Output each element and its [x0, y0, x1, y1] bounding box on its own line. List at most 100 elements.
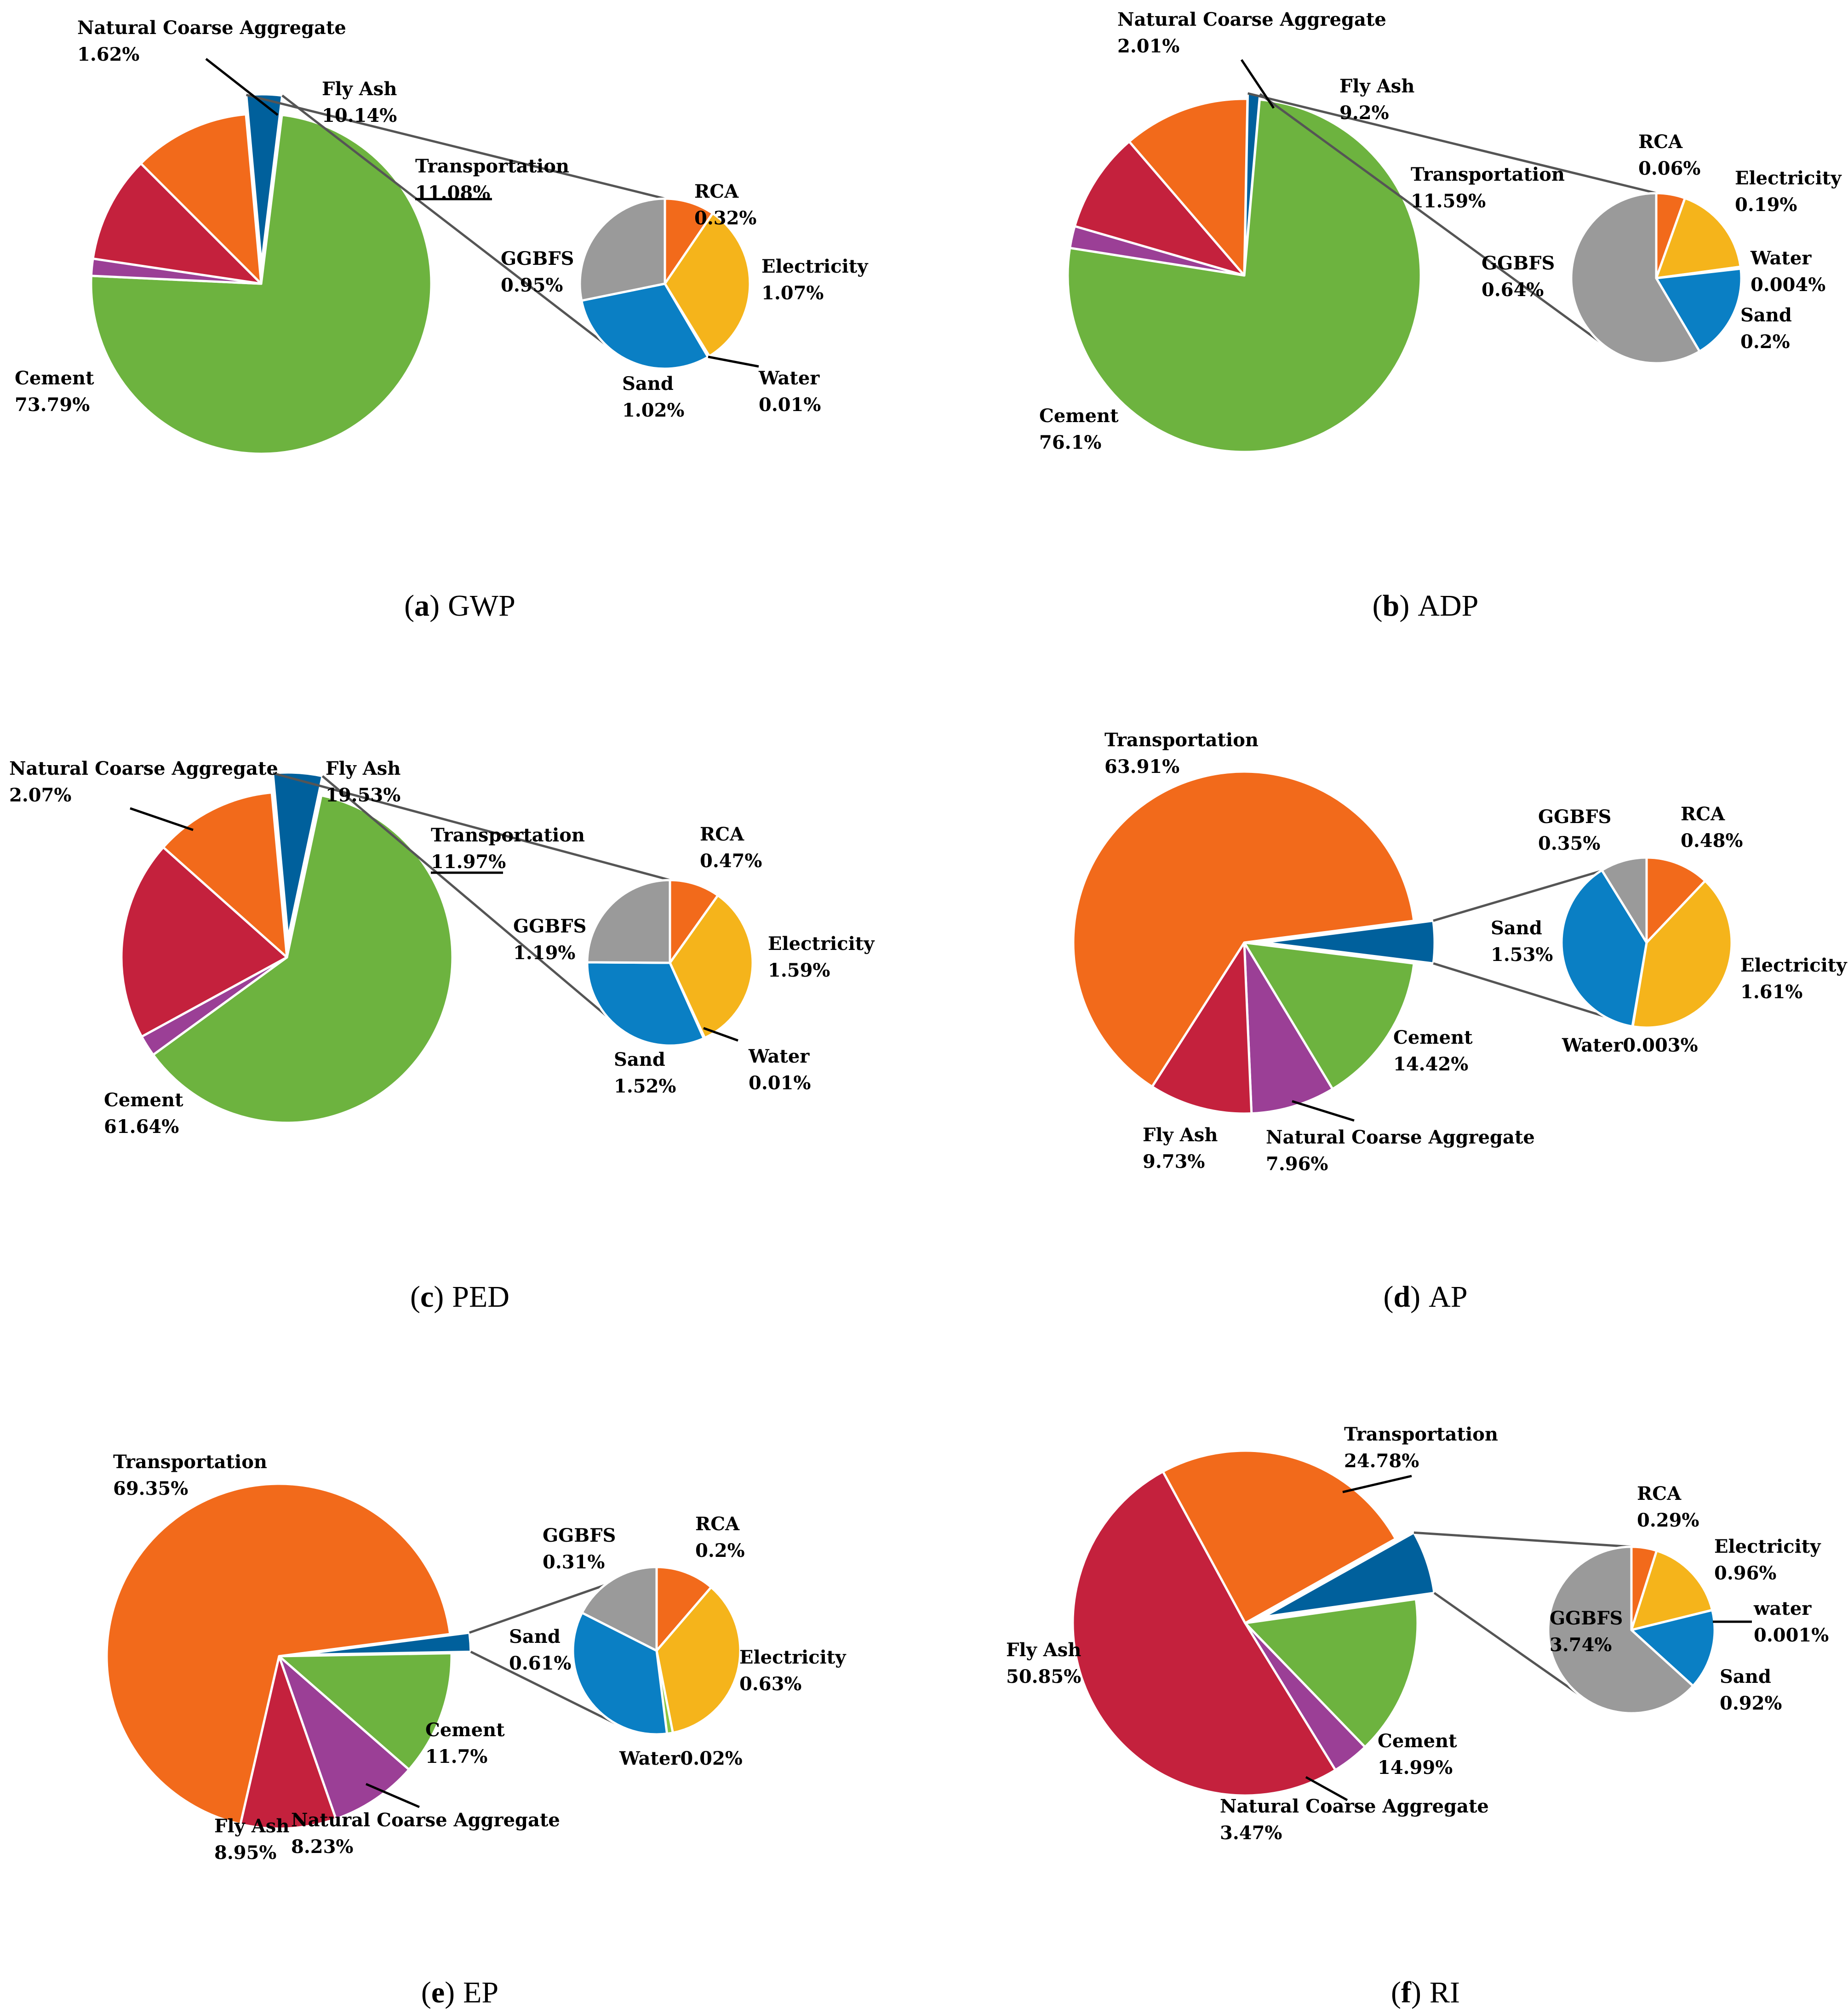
- leader-line-natural-coarse-aggregate: [1292, 1100, 1355, 1122]
- label-rca: RCA: [700, 824, 744, 845]
- label-sand: Sand: [1720, 1666, 1771, 1687]
- label-value: 0.02%: [680, 1748, 742, 1769]
- sub-slice-sand: [580, 282, 709, 370]
- label-cement: Cement: [104, 1089, 183, 1111]
- chart-ped: Cement 61.64% Natural Coarse Aggregate 2.07…: [9, 758, 875, 1314]
- caption-close: ): [1399, 589, 1409, 623]
- label-natural-coarse-aggregate: Natural Coarse Aggregate: [1266, 1127, 1535, 1148]
- value-transportation: 11.97%: [431, 851, 506, 873]
- value-fly-ash: 9.2%: [1339, 102, 1389, 124]
- leader-line-natural-coarse-aggregate: [130, 807, 194, 831]
- sub-slice-ggbfs: [578, 197, 666, 302]
- sub-slice-rca: [664, 197, 714, 285]
- chart-ri: Cement 14.99% Natural Coarse Aggregate 3.47…: [1006, 1424, 1829, 2009]
- label-cement: Cement: [1039, 405, 1119, 427]
- label-cement: Cement: [425, 1719, 505, 1741]
- chart-ap: Cement 14.42% Natural Coarse Aggregate 7.96…: [1072, 729, 1848, 1314]
- label-water: Water: [1750, 247, 1812, 269]
- caption-gwp: (a) GWP: [404, 589, 515, 623]
- label-cement: Cement: [15, 367, 94, 389]
- value-electricity: 0.63%: [739, 1673, 801, 1695]
- value-sand: 0.2%: [1740, 331, 1790, 353]
- caption-ep: (e) EP: [421, 1976, 498, 2009]
- chart-adp: Cement 76.1% Natural Coarse Aggregate 2.01%…: [1039, 9, 1842, 623]
- value-natural-coarse-aggregate: 2.07%: [9, 784, 71, 806]
- caption-letter: b: [1383, 589, 1400, 623]
- value-cement: 14.42%: [1393, 1053, 1468, 1075]
- main-slice-cement: [152, 794, 454, 1124]
- value-water: 0.01%: [749, 1072, 811, 1094]
- caption-close: ): [1411, 1976, 1421, 2009]
- caption-name: GWP: [448, 589, 515, 623]
- value-sand: 1.02%: [622, 400, 684, 421]
- value-ggbfs: 1.19%: [513, 942, 575, 964]
- value-natural-coarse-aggregate: 3.47%: [1220, 1822, 1282, 1844]
- value-natural-coarse-aggregate: 1.62%: [77, 44, 139, 65]
- label-fly-ash: Fly Ash: [214, 1815, 289, 1837]
- label-ggbfs: GGBFS: [543, 1525, 616, 1546]
- sub-slice-electricity: [1631, 880, 1733, 1029]
- value-sand: 1.52%: [614, 1075, 676, 1097]
- label-electricity: Electricity: [739, 1647, 847, 1668]
- label-transportation: Transportation: [1411, 164, 1565, 185]
- main-slice-transportation: [1072, 770, 1415, 1088]
- label-transportation: Transportation: [415, 155, 569, 177]
- main-slice-cement: [278, 1652, 453, 1771]
- sub-slice-electricity: [669, 894, 754, 1039]
- caption-open: (: [404, 589, 414, 623]
- label-water: Water0.02%: [619, 1748, 743, 1769]
- value-rca: 0.32%: [694, 207, 756, 229]
- value-natural-coarse-aggregate: 7.96%: [1266, 1153, 1328, 1175]
- value-transportation: 24.78%: [1344, 1450, 1419, 1472]
- caption-close: ): [429, 589, 440, 623]
- main-slice-cement: [1243, 941, 1415, 1091]
- sub-slice-ggbfs: [1601, 856, 1648, 944]
- sub-slice-rca: [669, 879, 719, 964]
- sub-slice-sand: [586, 961, 705, 1047]
- label-transportation: Transportation: [1104, 729, 1259, 751]
- main-slice-transportation: [162, 791, 288, 959]
- caption-name: PED: [452, 1280, 509, 1314]
- main-slice-cement: [1244, 1598, 1419, 1749]
- sub-slice-electricity: [1630, 1550, 1714, 1631]
- main-slice-transportation: [1161, 1449, 1397, 1624]
- value-fly-ash: 8.95%: [214, 1842, 276, 1864]
- sub-slice-ggbfs: [1547, 1545, 1694, 1715]
- caption-open: (: [1373, 589, 1383, 623]
- main-slice-transportation: [139, 113, 263, 285]
- main-slice-others: [297, 1631, 472, 1656]
- main-slice-transportation: [105, 1482, 452, 1825]
- sub-slice-ggbfs: [581, 1566, 658, 1652]
- main-slice-natural-coarse-aggregate: [278, 1655, 410, 1820]
- label-cement: Cement: [1378, 1730, 1457, 1752]
- label-ggbfs: GGBFS: [513, 915, 586, 937]
- sub-slice-ggbfs: [1570, 192, 1701, 365]
- label-water: Water: [758, 367, 820, 389]
- label-natural-coarse-aggregate: Natural Coarse Aggregate: [77, 17, 346, 39]
- sub-slice-rca: [1645, 856, 1706, 944]
- main-slice-others: [1262, 919, 1436, 965]
- caption-letter: e: [431, 1976, 445, 2009]
- label-fly-ash: Fly Ash: [322, 78, 397, 100]
- sub-slice-electricity: [655, 1586, 742, 1734]
- connector-line-bottom: [1259, 93, 1614, 353]
- value-sand: 0.92%: [1720, 1693, 1782, 1714]
- main-slice-transportation: [1128, 97, 1249, 277]
- caption-open: (: [410, 1280, 420, 1314]
- label-sand: Sand: [614, 1049, 665, 1070]
- sub-slice-ggbfs: [586, 879, 671, 964]
- label-electricity: Electricity: [768, 933, 875, 955]
- label-natural-coarse-aggregate: Natural Coarse Aggregate: [291, 1809, 560, 1831]
- caption-close: ): [1410, 1280, 1420, 1314]
- caption-letter: a: [414, 589, 429, 623]
- value-electricity: 1.59%: [768, 960, 830, 981]
- label-electricity: Electricity: [1735, 167, 1842, 189]
- sub-slice-sand: [1655, 267, 1743, 353]
- sub-slice-sand: [572, 1612, 669, 1736]
- value-transportation: 63.91%: [1104, 756, 1179, 778]
- leader-line-water: [708, 355, 759, 368]
- label-natural-coarse-aggregate: Natural Coarse Aggregate: [1220, 1796, 1489, 1817]
- caption-close: ): [434, 1280, 444, 1314]
- connector-line-bottom: [1433, 962, 1605, 1018]
